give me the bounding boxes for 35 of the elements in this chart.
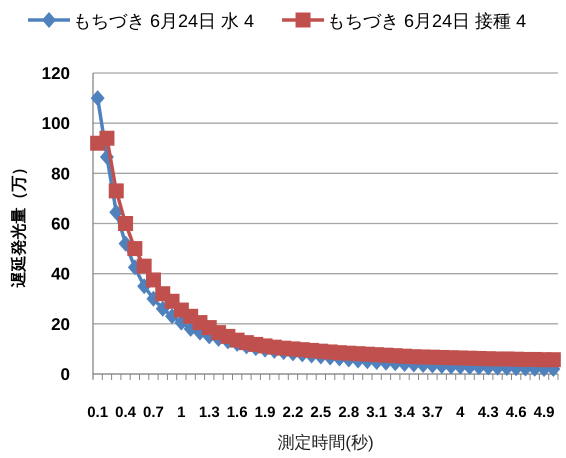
y-tick-label: 120 [42, 64, 70, 83]
y-tick-label: 40 [51, 264, 70, 284]
x-tick-label: 2.8 [338, 404, 360, 421]
point [118, 216, 134, 231]
y-tick-label: 0 [60, 365, 70, 384]
x-tick-label: 3.7 [422, 404, 443, 421]
x-tick-label: 3.4 [394, 404, 416, 421]
y-axis-title: 遅延発光量（万） [10, 160, 28, 288]
point [546, 352, 561, 368]
x-tick-label: 4.3 [478, 404, 499, 421]
x-tick-label: 0.4 [115, 404, 137, 421]
legend-label: もちづき 6月24日 水 4 [73, 11, 254, 31]
x-tick-label: 1.9 [254, 404, 276, 421]
x-tick-label: 1.3 [198, 404, 220, 421]
y-tick-label: 80 [51, 164, 70, 184]
x-tick-label: 3.1 [366, 404, 388, 421]
x-tick-label: 2.2 [282, 404, 304, 421]
x-tick-label: 0.7 [143, 404, 164, 421]
point [127, 241, 142, 256]
x-tick-label: 4.6 [506, 404, 527, 421]
x-axis-title: 測定時間(秒) [277, 433, 374, 452]
legend-label: もちづき 6月24日 接種 4 [327, 11, 526, 31]
x-tick-label: 1.6 [226, 404, 248, 421]
x-tick-label: 2.5 [310, 404, 332, 421]
point [146, 272, 161, 288]
y-tick-label: 100 [42, 114, 70, 134]
x-tick-label: 0.1 [87, 404, 108, 421]
y-tick-label: 60 [51, 214, 70, 234]
point [90, 90, 105, 106]
point [136, 258, 152, 274]
x-tick-label: 1 [177, 404, 186, 421]
x-tick-label: 4 [456, 404, 466, 421]
y-tick-label: 20 [51, 314, 70, 334]
x-tick-label: 4.9 [534, 404, 554, 421]
point [108, 183, 124, 198]
